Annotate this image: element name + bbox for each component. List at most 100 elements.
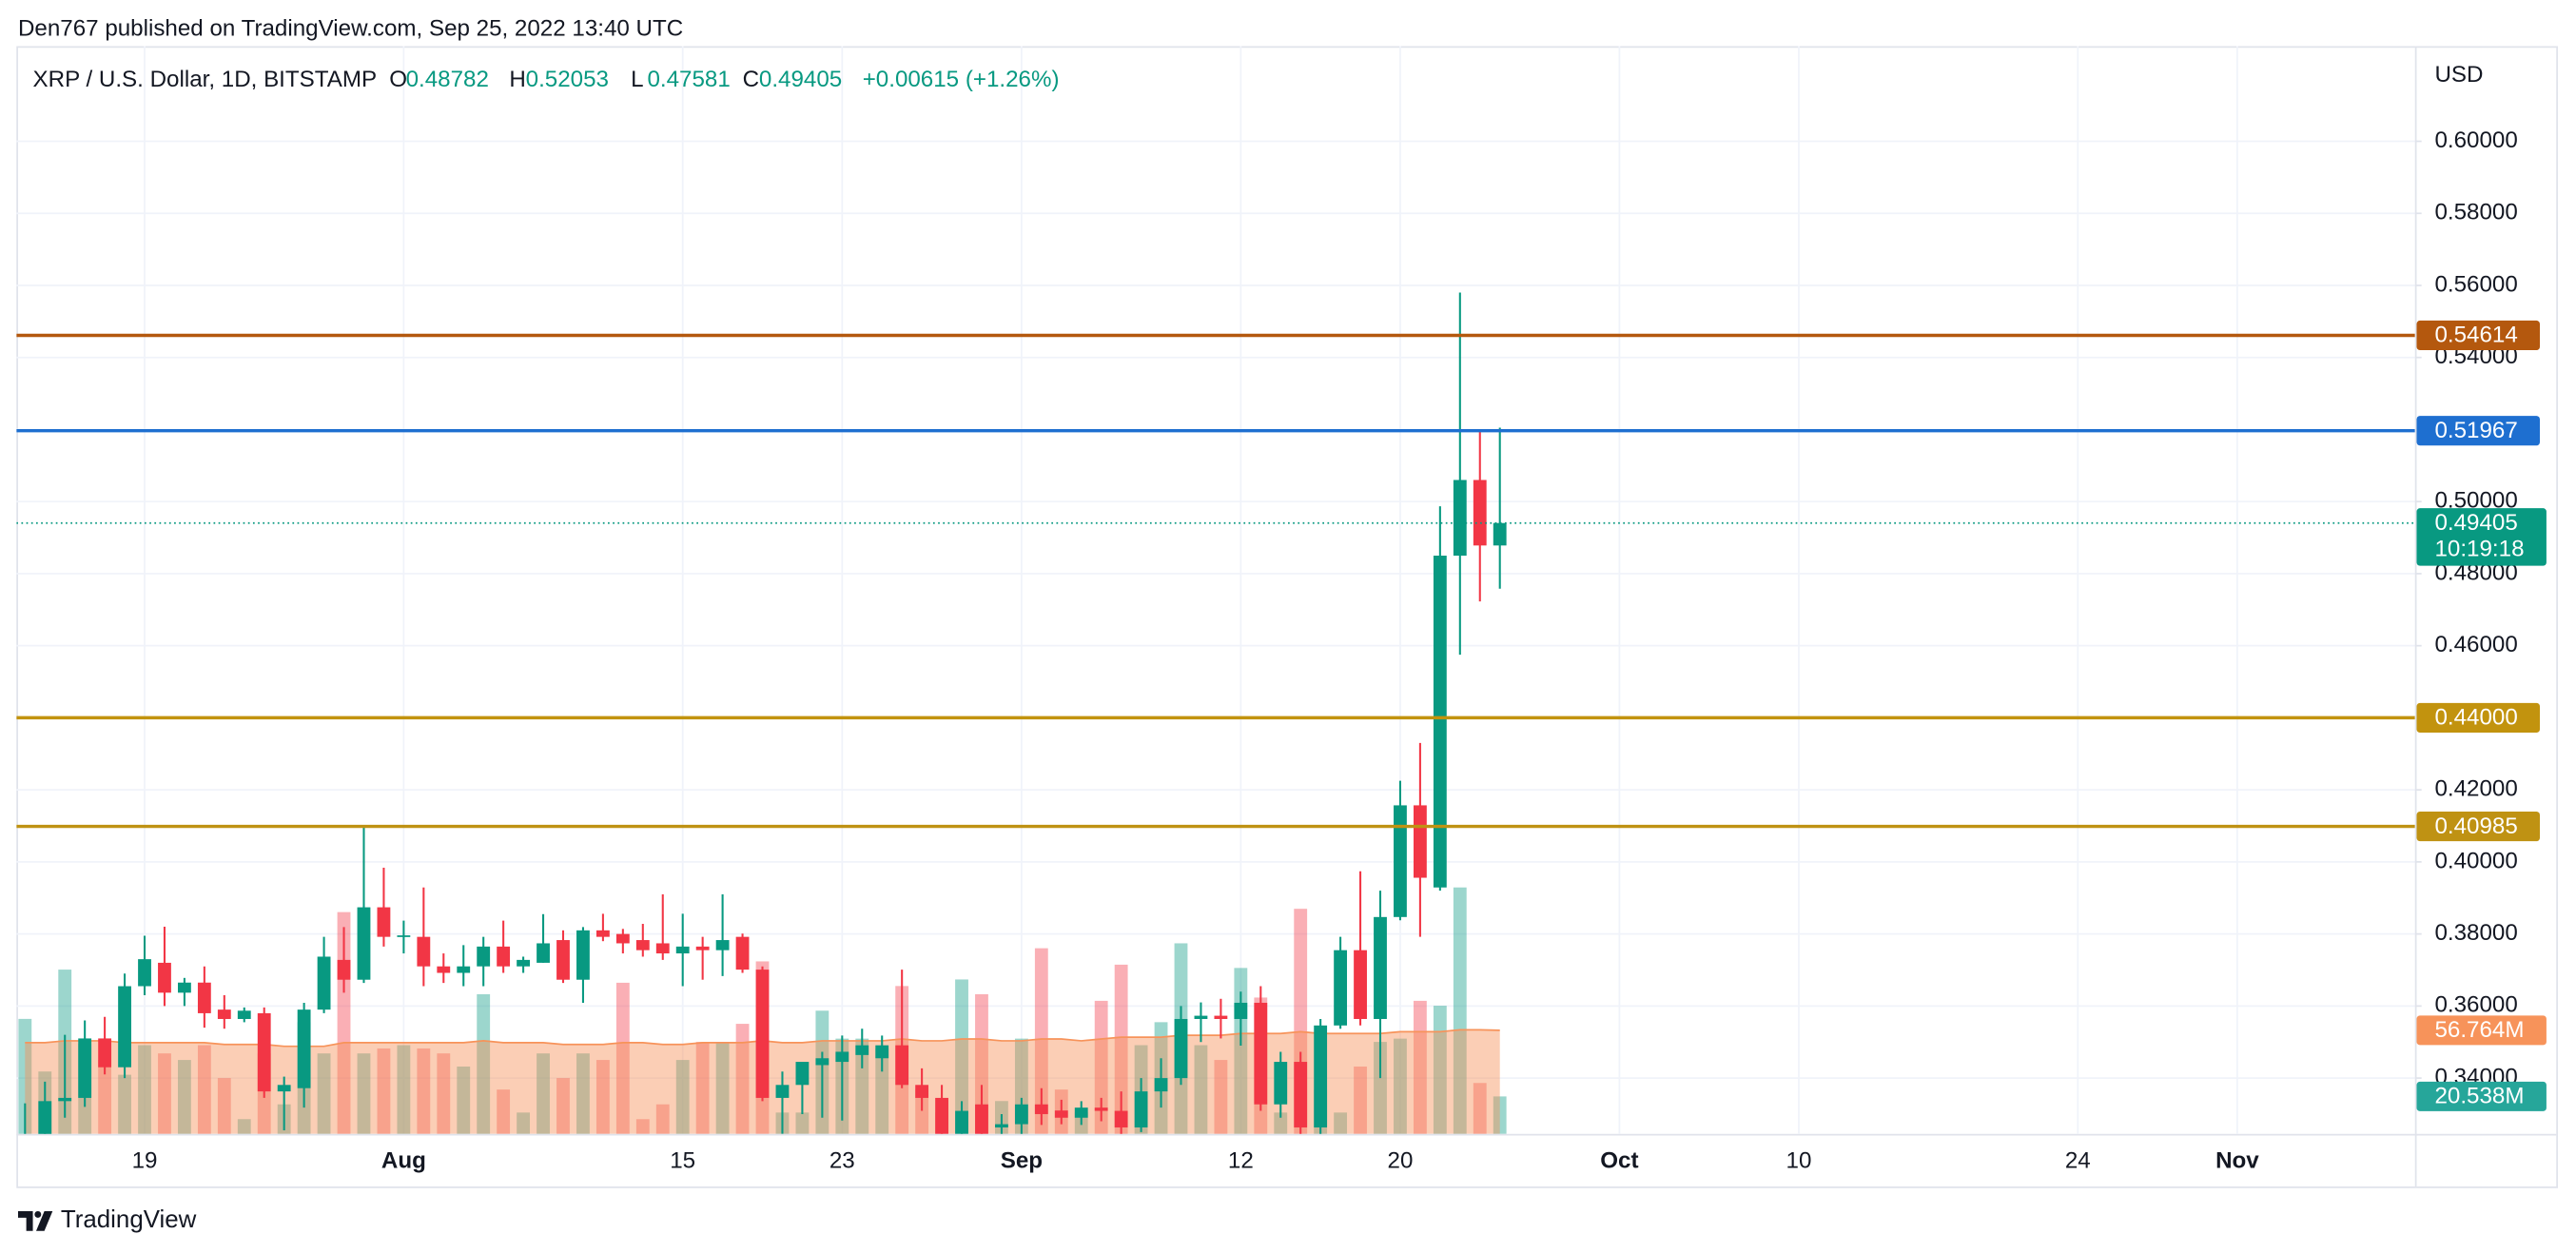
y-tick-label: 0.40000 (2434, 848, 2517, 873)
volume-bar (197, 1045, 211, 1134)
candle-body (1433, 555, 1447, 888)
volume-bar (675, 1060, 690, 1134)
volume-bar (1433, 1006, 1447, 1134)
change: +0.00615 (+1.26%) (863, 67, 1060, 92)
ohlc-letter: C (743, 67, 759, 92)
ohlc-value: 0.52053 (526, 67, 609, 92)
volume-bar (735, 1024, 750, 1134)
volume-bar (1034, 948, 1048, 1134)
candle-body (875, 1045, 889, 1059)
candle-body (537, 943, 550, 963)
volume-bar (437, 1053, 451, 1134)
current-price-text: 0.49405 (2434, 510, 2517, 536)
candle-body (795, 1062, 810, 1086)
volume-bar (576, 1053, 590, 1134)
volume-bar (655, 1104, 670, 1134)
candle-body (1214, 1015, 1228, 1019)
volume-bar (595, 1060, 610, 1134)
candle-body (1274, 1062, 1288, 1105)
y-tick-label: 0.38000 (2434, 920, 2517, 946)
chart-border (16, 46, 2559, 1188)
ohlc-letter: O (389, 67, 407, 92)
candle-body (835, 1051, 849, 1063)
x-tick-label: Oct (1600, 1148, 1638, 1174)
currency: USD (2434, 62, 2483, 88)
plot-area (16, 292, 2415, 1134)
volume-bar (158, 1053, 171, 1134)
candle-body (417, 936, 431, 967)
x-tick-label: 19 (132, 1148, 158, 1174)
volume-bar (497, 1089, 511, 1134)
candle-body (735, 936, 750, 970)
volume-bar (98, 1060, 112, 1134)
y-tick-label: 0.56000 (2434, 271, 2517, 297)
volume-bar (1374, 1042, 1387, 1134)
brand-name: TradingView (61, 1206, 197, 1233)
volume-bar (138, 1045, 151, 1134)
volume-bar (477, 993, 491, 1134)
candle-body (1074, 1107, 1088, 1118)
candle-body (1034, 1104, 1048, 1114)
x-tick-label: 20 (1388, 1148, 1414, 1174)
ohlc-value: 0.48782 (406, 67, 489, 92)
volume-bar (855, 1038, 869, 1134)
candle-body (815, 1058, 829, 1066)
candle-body (357, 907, 371, 980)
x-tick-label: Aug (381, 1148, 426, 1174)
y-tick-label: 0.58000 (2434, 200, 2517, 225)
candle-body (1354, 950, 1367, 1019)
volume-bar (1473, 1083, 1487, 1134)
ohlc-value: 0.47581 (647, 67, 730, 92)
candle-body (1413, 805, 1427, 878)
candle-body (58, 1097, 72, 1102)
candle-body (1234, 1002, 1248, 1019)
candle-body (317, 956, 331, 1010)
candle-body (1294, 1062, 1308, 1127)
volume-bar (1493, 1096, 1507, 1134)
candle-body (178, 982, 191, 993)
candle-body (556, 940, 570, 980)
candle-body (1374, 916, 1387, 1019)
volume-bar (317, 1053, 331, 1134)
candle-body (1134, 1091, 1148, 1127)
candle-body (477, 946, 491, 967)
candle-body (98, 1038, 112, 1068)
volume-bar (397, 1045, 411, 1134)
level-badge (2416, 416, 2541, 446)
volume-badge (2416, 1081, 2547, 1111)
candle-body (855, 1045, 869, 1055)
candle-body (517, 959, 531, 967)
candle-body (1054, 1110, 1068, 1118)
volume-badge-text: 20.538M (2434, 1084, 2524, 1109)
candle-body (118, 986, 131, 1068)
y-tick-label: 0.42000 (2434, 776, 2517, 802)
candle-body (995, 1124, 1008, 1127)
candle-body (1314, 1025, 1328, 1127)
volume-bar (795, 1112, 810, 1134)
y-tick-label: 0.46000 (2434, 632, 2517, 657)
countdown: 10:19:18 (2434, 537, 2524, 562)
volume-bar (417, 1048, 431, 1134)
candle-body (635, 940, 650, 950)
candle-body (1334, 950, 1348, 1026)
candle-body (437, 966, 451, 973)
candle-body (895, 1045, 909, 1086)
y-tick-label: 0.36000 (2434, 992, 2517, 1018)
x-tick-label: 15 (670, 1148, 695, 1174)
volume-badge (2416, 1015, 2547, 1046)
volume-bar (118, 1074, 131, 1134)
volume-bar (635, 1119, 650, 1134)
candle-body (38, 1101, 52, 1134)
volume-bar (1194, 1045, 1208, 1134)
level-badge-text: 0.40985 (2434, 813, 2517, 839)
current-price-badge (2416, 508, 2547, 566)
candle-body (775, 1085, 790, 1098)
candle-body (935, 1097, 948, 1134)
legend: XRP / U.S. Dollar, 1D, BITSTAMP O 0.4878… (33, 67, 1060, 92)
volume-bar (715, 1042, 730, 1134)
candle-body (377, 907, 391, 937)
candle-body (457, 966, 471, 973)
candle-body (975, 1104, 988, 1134)
volume-badge-text: 56.764M (2434, 1017, 2524, 1043)
